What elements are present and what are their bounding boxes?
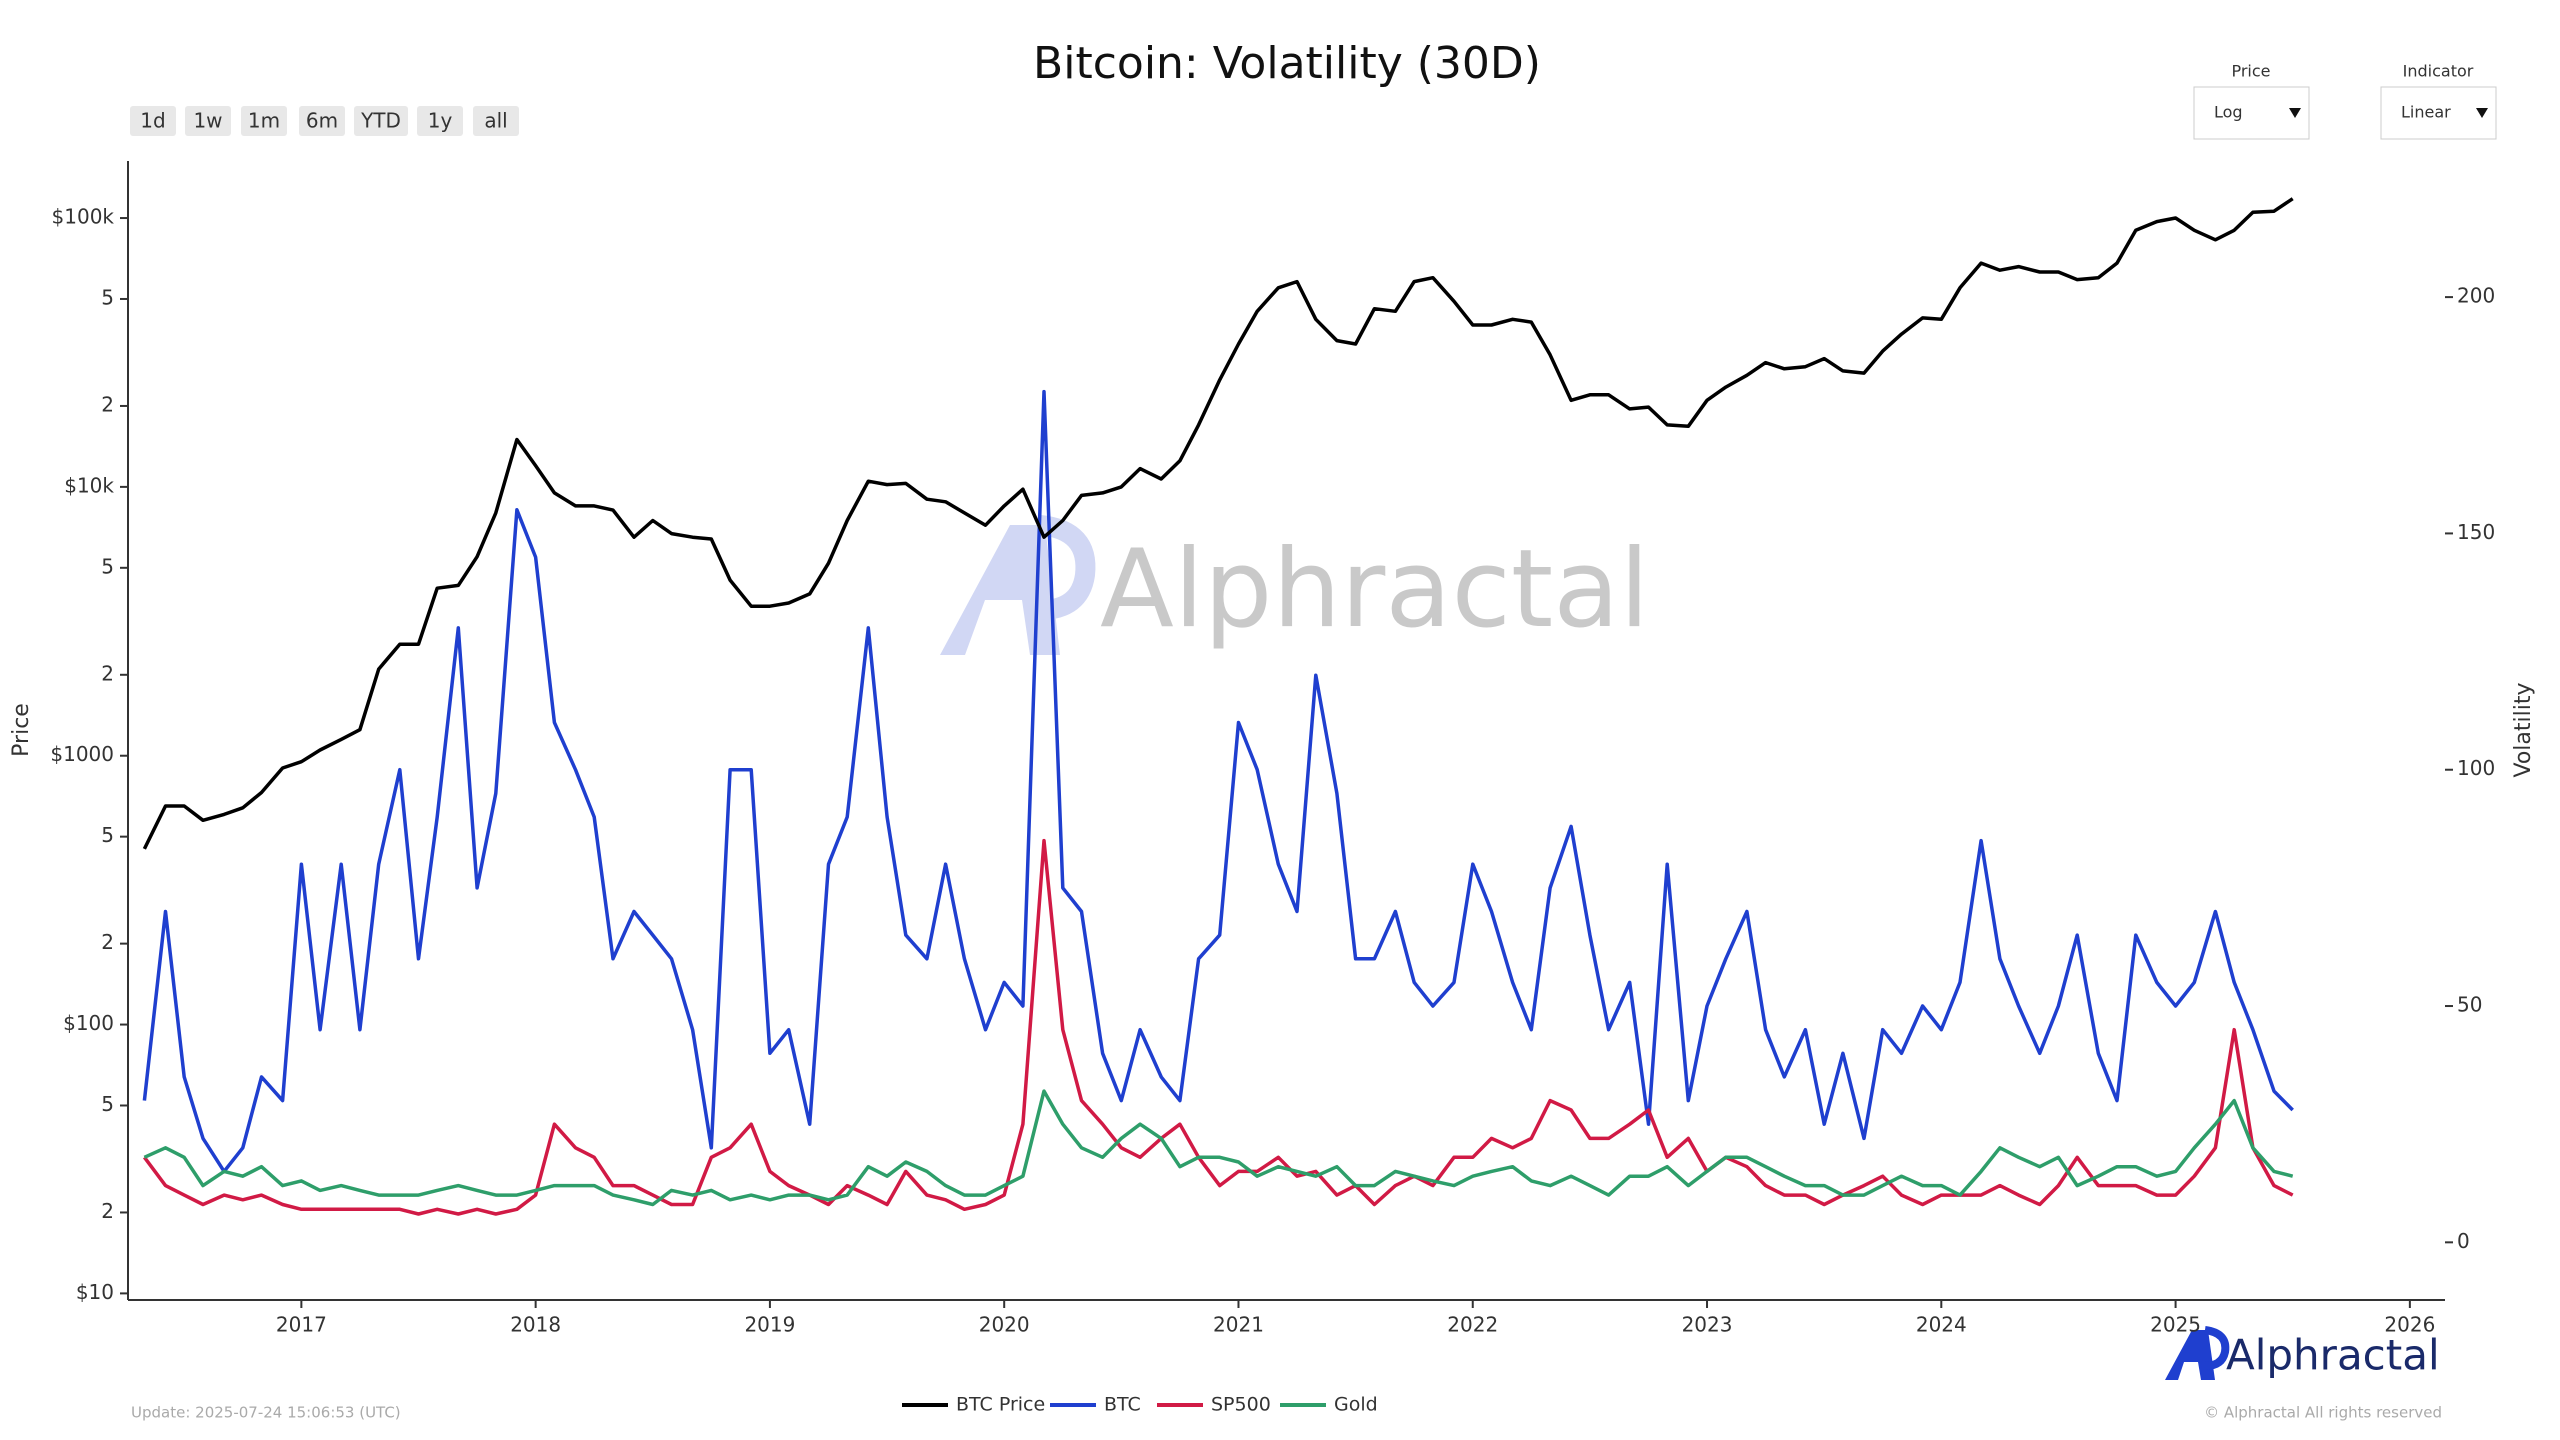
x-tick-label: 2022 — [1447, 1313, 1498, 1337]
range-button[interactable] — [354, 106, 408, 136]
y-tick-label: $1000 — [50, 742, 114, 766]
watermark-text: Alphractal — [1100, 527, 1649, 652]
legend-label: BTC Price — [956, 1394, 1045, 1416]
logo-icon — [2165, 1330, 2215, 1380]
y2-axis-label: Volatility — [2511, 682, 2536, 777]
y-axis-label: Price — [9, 703, 34, 757]
dropdown-value: Linear — [2401, 103, 2451, 122]
range-button-label: 1y — [428, 109, 453, 133]
range-button-label: YTD — [360, 109, 401, 133]
y-tick-label: 5 — [101, 1092, 114, 1116]
series-line — [143, 1089, 2294, 1207]
copyright: © Alphractal All rights reserved — [2204, 1404, 2442, 1422]
y-tick-label: 2 — [101, 930, 114, 954]
dropdown-label: Price — [2231, 62, 2270, 81]
series-line — [142, 197, 2294, 850]
series-line — [142, 389, 2294, 1174]
range-button[interactable] — [241, 106, 287, 136]
dropdown[interactable] — [2193, 86, 2310, 140]
logo: Alphractal — [2165, 1326, 2440, 1380]
range-button[interactable] — [417, 106, 463, 136]
y2-tick-label: 150 — [2457, 520, 2495, 544]
x-tick-label: 2019 — [744, 1313, 795, 1337]
legend-label: SP500 — [1211, 1394, 1271, 1416]
range-button-label: 1w — [193, 109, 222, 133]
x-tick-label: 2023 — [1682, 1313, 1733, 1337]
range-button[interactable] — [185, 106, 231, 136]
y2-tick-label: 50 — [2457, 993, 2482, 1017]
y2-tick-label: 200 — [2457, 284, 2495, 308]
update-note: Update: 2025-07-24 15:06:53 (UTC) — [131, 1404, 401, 1422]
watermark-icon — [1038, 515, 1096, 620]
y-tick-label: 5 — [101, 285, 114, 309]
x-tick-label: 2026 — [2384, 1313, 2435, 1337]
x-tick-label: 2021 — [1213, 1313, 1264, 1337]
range-button[interactable] — [299, 106, 345, 136]
dropdown-value: Log — [2214, 103, 2243, 122]
y-tick-label: 5 — [101, 823, 114, 847]
range-button-label: 1m — [248, 109, 280, 133]
y-tick-label: $100k — [52, 205, 115, 229]
x-tick-label: 2018 — [510, 1313, 561, 1337]
y-tick-label: 5 — [101, 554, 114, 578]
range-button-label: 6m — [306, 109, 338, 133]
series-line — [142, 838, 2294, 1216]
dropdown-label: Indicator — [2403, 62, 2474, 81]
y-tick-label: 2 — [101, 1199, 114, 1223]
x-tick-label: 2017 — [276, 1313, 327, 1337]
dropdown-arrow — [2476, 108, 2488, 118]
y-tick-label: $10k — [64, 473, 114, 497]
legend-label: Gold — [1334, 1394, 1378, 1416]
y-tick-label: 2 — [101, 392, 114, 416]
watermark: Alphractal — [940, 515, 1649, 655]
logo-icon — [2204, 1326, 2230, 1370]
range-button-label: 1d — [140, 109, 165, 133]
dropdown[interactable] — [2380, 86, 2497, 140]
legend-label: BTC — [1104, 1394, 1141, 1416]
x-tick-label: 2024 — [1916, 1313, 1967, 1337]
y-tick-label: $10 — [76, 1280, 114, 1304]
y-tick-label: 2 — [101, 661, 114, 685]
chart-title: Bitcoin: Volatility (30D) — [1033, 38, 1541, 89]
watermark-icon — [940, 525, 1060, 655]
y-tick-label: $100 — [63, 1011, 114, 1035]
dropdown-arrow — [2289, 108, 2301, 118]
x-tick-label: 2025 — [2150, 1313, 2201, 1337]
logo-text: Alphractal — [2226, 1331, 2440, 1380]
range-button-label: all — [484, 109, 507, 133]
y2-tick-label: 0 — [2457, 1229, 2470, 1253]
y2-tick-label: 100 — [2457, 756, 2495, 780]
range-button[interactable] — [473, 106, 519, 136]
range-button[interactable] — [130, 106, 176, 136]
x-tick-label: 2020 — [979, 1313, 1030, 1337]
